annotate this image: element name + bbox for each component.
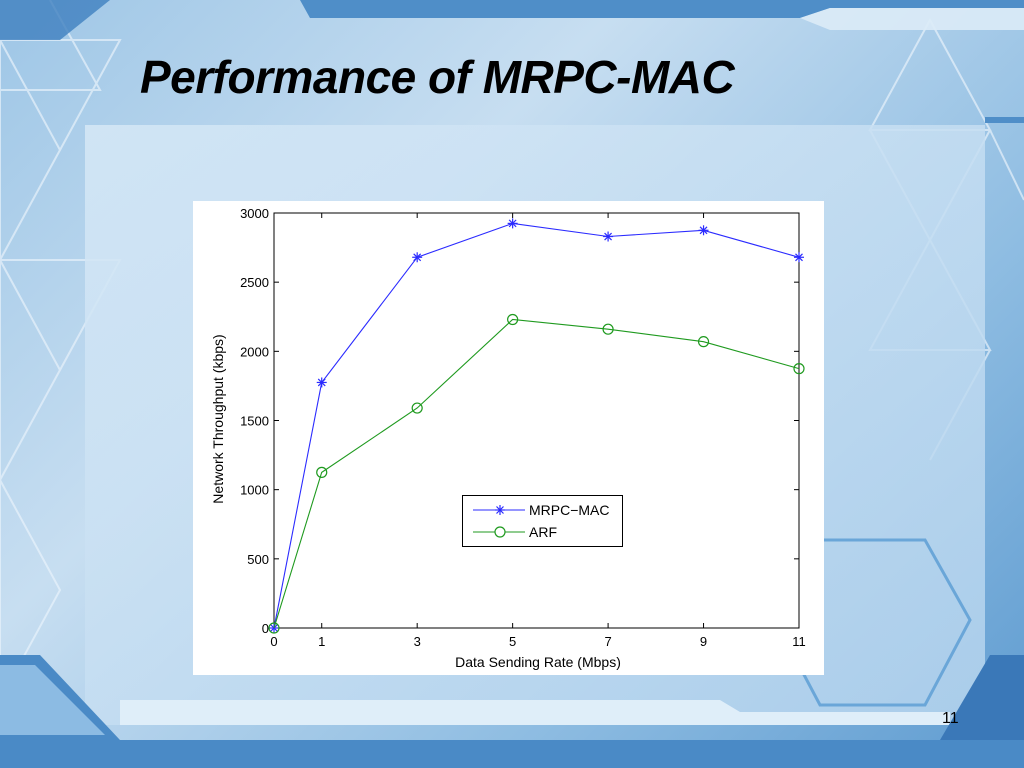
plot-frame	[273, 212, 800, 629]
legend-item-mrpc-mac: MRPC−MAC	[463, 499, 624, 521]
legend-marker-circle	[473, 526, 525, 538]
legend-label-mrpc-mac: MRPC−MAC	[529, 502, 610, 518]
chart-panel: Network Throughput (kbps) Data Sending R…	[193, 201, 824, 675]
x-tick-label: 1	[318, 634, 325, 649]
legend-marker-asterisk	[473, 505, 525, 515]
series-line-mrpc-mac	[273, 222, 800, 629]
x-tick-label: 9	[700, 634, 707, 649]
data-point-arf	[316, 466, 328, 478]
x-axis-label: Data Sending Rate (Mbps)	[455, 654, 621, 670]
x-tick-label: 0	[270, 634, 277, 649]
legend-item-arf: ARF	[463, 521, 624, 543]
throughput-line-chart: Network Throughput (kbps) Data Sending R…	[210, 206, 806, 670]
x-tick-label: 11	[792, 634, 806, 649]
y-tick-label: 3000	[240, 206, 269, 221]
x-tick-label: 3	[414, 634, 421, 649]
y-axis-label: Network Throughput (kbps)	[210, 334, 226, 503]
y-tick-label: 1000	[240, 483, 269, 498]
y-tick-label: 1500	[240, 414, 269, 429]
data-point-mrpc-mac	[603, 231, 614, 242]
data-point-mrpc-mac	[316, 377, 327, 388]
data-point-arf	[268, 622, 280, 634]
y-tick-label: 2000	[240, 344, 269, 359]
y-tick-label: 2500	[240, 275, 269, 290]
data-point-arf	[602, 323, 614, 335]
slide-title: Performance of MRPC-MAC	[140, 51, 735, 103]
x-tick-label: 7	[604, 634, 611, 649]
data-point-arf	[793, 363, 805, 375]
data-point-mrpc-mac	[412, 252, 423, 263]
data-point-arf	[411, 402, 423, 414]
y-tick-label: 500	[247, 552, 269, 567]
legend-label-arf: ARF	[529, 524, 557, 540]
x-tick-label: 5	[509, 634, 516, 649]
data-point-arf	[507, 313, 519, 326]
data-point-mrpc-mac	[794, 252, 804, 263]
chart-legend: MRPC−MAC ARF	[462, 495, 623, 547]
series-line-arf	[273, 318, 800, 629]
y-tick-label: 0	[262, 621, 269, 636]
data-point-mrpc-mac	[698, 225, 709, 236]
page-number: 11	[942, 710, 959, 727]
data-point-mrpc-mac	[507, 218, 518, 229]
data-point-arf	[697, 336, 710, 348]
